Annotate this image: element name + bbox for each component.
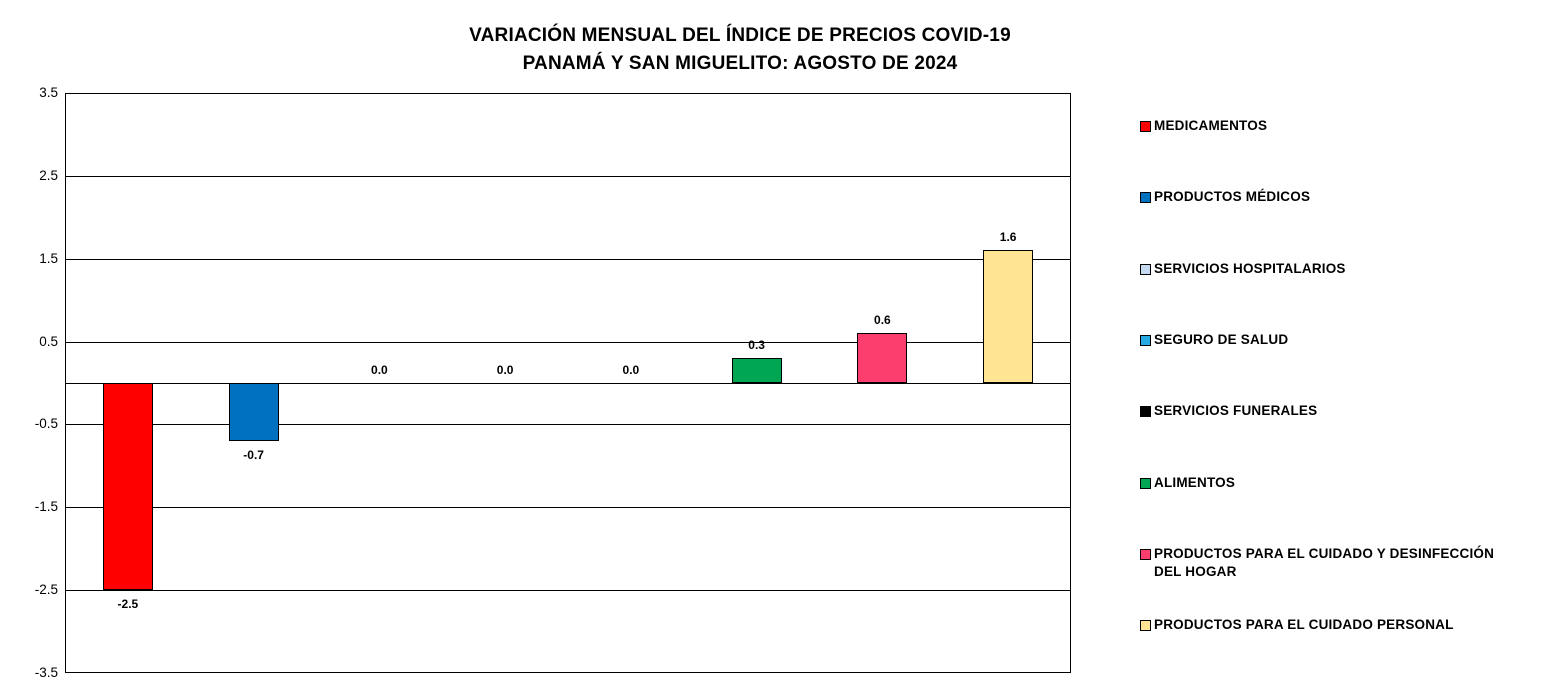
legend-label: PRODUCTOS PARA EL CUIDADO Y DESINFECCIÓN… [1154,545,1495,579]
y-axis-tick-label: 1.5 [39,250,58,266]
chart-title-line2: PANAMÁ Y SAN MIGUELITO: AGOSTO DE 2024 [522,53,958,74]
chart-title: VARIACIÓN MENSUAL DEL ÍNDICE DE PRECIOS … [0,22,1480,78]
y-axis-tick-label: -1.5 [34,499,58,515]
bar-value-label-medicamentos: -2.5 [117,597,139,612]
gridline [65,175,1071,177]
bar-value-label-servicios-funerales: 0.0 [622,363,640,377]
legend-label: PRODUCTOS PARA EL CUIDADO PERSONAL [1154,617,1454,633]
bar-medicamentos [102,383,153,591]
legend-swatch-icon [1140,620,1151,632]
bar-value-label-productos-medicos: -0.7 [243,448,264,462]
legend-swatch-icon [1140,334,1151,346]
legend-swatch-icon [1140,406,1151,418]
legend-item-productos-para-el-cuidado-y-desinfeccion-del-hogar: PRODUCTOS PARA EL CUIDADO Y DESINFECCIÓN… [1140,545,1514,581]
bar-value-label-alimentos: 0.3 [748,338,765,353]
gridline [65,590,1071,592]
y-axis-tick-label: -3.5 [34,665,58,680]
legend-swatch-icon [1140,548,1151,560]
legend-label: SEGURO DE SALUD [1154,331,1289,347]
legend-label: PRODUCTOS MÉDICOS [1154,189,1311,205]
gridline [65,258,1071,260]
bar-productos-para-el-cuidado-personal [983,250,1034,383]
legend-label: ALIMENTOS [1154,474,1236,490]
chart-title-line1: VARIACIÓN MENSUAL DEL ÍNDICE DE PRECIOS … [469,25,1011,46]
legend-item-productos-medicos: PRODUCTOS MÉDICOS [1140,188,1310,206]
legend-label: SERVICIOS FUNERALES [1154,403,1318,419]
y-axis-tick-label: -2.5 [34,582,58,598]
y-axis-tick-label: -0.5 [34,416,58,432]
legend-label: MEDICAMENTOS [1154,118,1268,133]
legend: MEDICAMENTOS PRODUCTOS MÉDICOS SERVICIOS H… [1140,117,1540,677]
bar-value-label-seguro-de-salud: 0.0 [496,363,514,377]
legend-swatch-icon [1140,121,1151,132]
gridline [65,341,1071,343]
bar-value-label-productos-para-el-cuidado-y-desinfeccion-del-hogar: 0.6 [874,313,891,328]
legend-item-seguro-de-salud: SEGURO DE SALUD [1140,331,1288,349]
legend-item-medicamentos: MEDICAMENTOS [1140,117,1267,135]
bar-alimentos [731,358,782,383]
legend-swatch-icon [1140,263,1151,275]
y-axis-tick-label: 2.5 [39,167,58,183]
y-axis-tick-label: 0.5 [39,333,58,349]
legend-item-productos-para-el-cuidado-personal: PRODUCTOS PARA EL CUIDADO PERSONAL [1140,616,1454,634]
legend-swatch-icon [1140,192,1151,204]
bar-value-label-servicios-hospitalarios: 0.0 [371,363,388,377]
gridline [65,424,1071,426]
legend-item-servicios-funerales: SERVICIOS FUNERALES [1140,402,1317,420]
bar-value-label-productos-para-el-cuidado-personal: 1.6 [999,230,1017,245]
legend-swatch-icon [1140,477,1151,489]
legend-item-alimentos: ALIMENTOS [1140,474,1235,492]
gridline [65,507,1071,509]
y-axis-tick-label: 3.5 [39,85,58,100]
bar-productos-medicos [228,383,279,441]
bar-productos-para-el-cuidado-y-desinfeccion-del-hogar [857,333,908,383]
zero-axis-line [65,383,1071,384]
legend-item-servicios-hospitalarios: SERVICIOS HOSPITALARIOS [1140,260,1346,278]
legend-label: SERVICIOS HOSPITALARIOS [1154,260,1346,276]
